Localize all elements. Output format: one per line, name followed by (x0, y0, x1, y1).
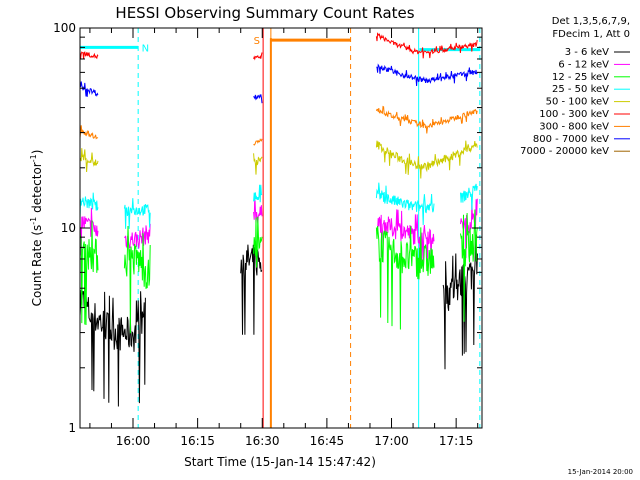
legend-label: 7000 - 20000 keV (520, 146, 609, 157)
series-line (253, 216, 263, 268)
series-line (253, 153, 263, 175)
series-line (79, 125, 99, 140)
y-axis-label-sup2: -1 (29, 154, 38, 162)
flag-label: S (254, 36, 260, 47)
footer-date: 15-Jan-2014 20:00 (568, 468, 633, 476)
plot-data-layer: NS (79, 28, 481, 428)
plot-frame (79, 27, 483, 429)
series-line (79, 220, 99, 326)
series-line (79, 148, 99, 173)
x-tick-label: 16:30 (245, 434, 280, 448)
y-axis-label-close: ) (30, 150, 44, 155)
series-line (253, 184, 263, 203)
series-line (375, 225, 435, 330)
x-tick-label: 16:00 (116, 434, 151, 448)
series-line (123, 225, 151, 334)
y-axis-label-sup1: -1 (29, 217, 38, 225)
series-line (376, 209, 435, 269)
legend-label: 800 - 7000 keV (533, 134, 609, 145)
legend-header-line-2: FDecim 1, Att 0 (552, 29, 630, 40)
flag-label: N (142, 43, 149, 54)
y-axis-label: Count Rate (s-1 detector-1) (29, 150, 44, 307)
y-tick-label: 1 (68, 421, 76, 435)
series-line (123, 198, 151, 229)
x-tick-label: 16:45 (310, 434, 345, 448)
x-tick-label: 17:00 (374, 434, 409, 448)
series-line (375, 32, 478, 59)
series-line (376, 63, 478, 87)
series-line (79, 51, 99, 60)
series-line (79, 271, 146, 407)
y-axis-label-text: Count Rate (s (30, 225, 44, 307)
series-line (253, 94, 263, 104)
legend-label: 12 - 25 keV (552, 72, 609, 83)
y-tick-label: 100 (53, 21, 76, 35)
series-line (79, 207, 99, 256)
x-axis-label: Start Time (15-Jan-14 15:47:42) (184, 455, 376, 469)
series-line (253, 52, 263, 61)
legend-label: 100 - 300 keV (539, 109, 609, 120)
axes-layer: 1 10 100 16:00 16:15 16:30 16:45 17:00 17:15 (53, 21, 483, 448)
x-tick-label: 16:15 (180, 434, 215, 448)
series-line (79, 192, 99, 219)
legend-label: 25 - 50 keV (552, 84, 609, 95)
series-line (460, 209, 478, 322)
legend-label: 50 - 100 keV (546, 97, 610, 108)
y-tick-label: 10 (61, 221, 76, 235)
legend-label: 6 - 12 keV (558, 59, 609, 70)
series-line (375, 182, 435, 226)
chart-title: HESSI Observing Summary Count Rates (115, 4, 414, 22)
series-line (79, 81, 99, 97)
series-line (375, 140, 478, 179)
series-line (240, 244, 263, 335)
legend-header-line-1: Det 1,3,5,6,7,9, (552, 16, 630, 27)
legend-label: 3 - 6 keV (565, 47, 609, 58)
y-axis-label-text2: detector (30, 162, 44, 217)
legend-label: 300 - 800 keV (539, 121, 609, 132)
series-line (253, 138, 263, 146)
series-line (375, 105, 478, 134)
series-line (460, 183, 478, 210)
x-tick-label: 17:15 (439, 434, 474, 448)
series-line (442, 234, 478, 370)
